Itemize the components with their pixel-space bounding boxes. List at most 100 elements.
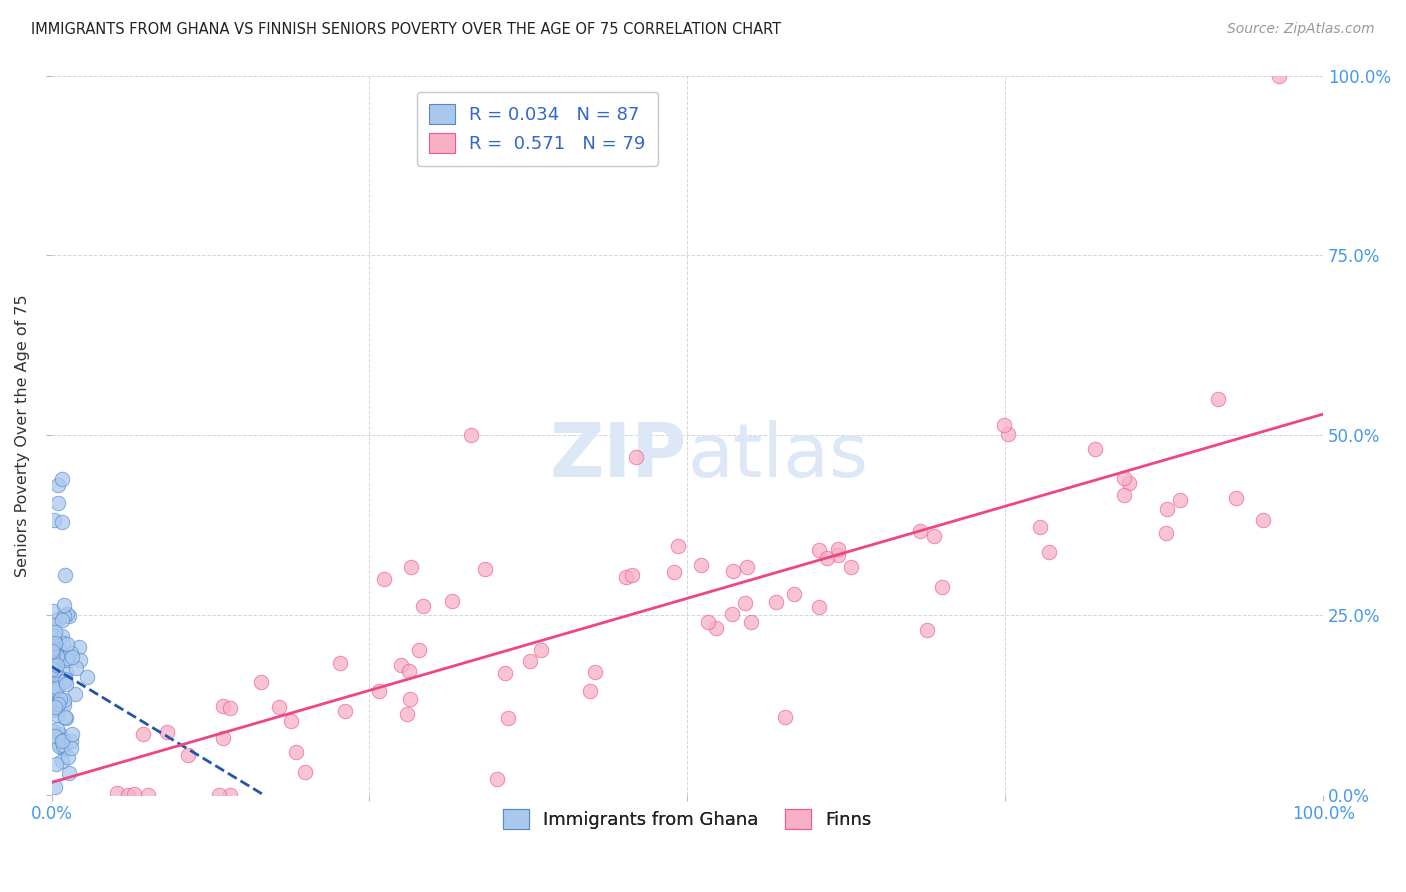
Point <box>51 733 73 747</box>
Point <box>52 739 75 753</box>
Point <box>614 570 637 584</box>
Point <box>45 675 67 690</box>
Point <box>41 651 63 665</box>
Point <box>1156 501 1178 516</box>
Point <box>399 692 422 706</box>
Point <box>219 700 242 714</box>
Point <box>177 748 200 763</box>
Point <box>53 673 76 688</box>
Point <box>45 640 67 655</box>
Text: IMMIGRANTS FROM GHANA VS FINNISH SENIORS POVERTY OVER THE AGE OF 75 CORRELATION : IMMIGRANTS FROM GHANA VS FINNISH SENIORS… <box>31 22 782 37</box>
Point <box>56 607 79 621</box>
Point <box>46 667 69 681</box>
Point <box>49 646 72 660</box>
Point <box>44 637 66 651</box>
Point <box>915 624 938 638</box>
Point <box>1112 488 1135 502</box>
Point <box>993 417 1015 432</box>
Point <box>60 646 83 660</box>
Point <box>42 693 65 707</box>
Point <box>408 643 430 657</box>
Point <box>53 709 76 723</box>
Point <box>41 644 63 658</box>
Point <box>808 599 831 614</box>
Point <box>65 661 87 675</box>
Point <box>765 595 787 609</box>
Point <box>45 681 67 695</box>
Point <box>294 764 316 779</box>
Point <box>55 665 77 680</box>
Point <box>1156 525 1178 540</box>
Point <box>51 613 73 627</box>
Point <box>51 754 73 768</box>
Point <box>56 637 79 651</box>
Point <box>329 656 352 670</box>
Point <box>55 711 77 725</box>
Point <box>44 624 66 639</box>
Point <box>42 641 65 656</box>
Point <box>664 565 686 579</box>
Point <box>52 698 75 712</box>
Point <box>208 788 231 802</box>
Legend: Immigrants from Ghana, Finns: Immigrants from Ghana, Finns <box>495 800 880 838</box>
Point <box>41 724 63 739</box>
Point <box>46 702 69 716</box>
Point <box>59 741 82 756</box>
Point <box>908 524 931 538</box>
Point <box>136 788 159 802</box>
Point <box>42 629 65 643</box>
Point <box>412 599 434 614</box>
Point <box>49 645 72 659</box>
Point <box>474 561 496 575</box>
Point <box>398 664 420 678</box>
Point <box>666 539 689 553</box>
Point <box>48 694 70 708</box>
Point <box>59 733 82 747</box>
Point <box>51 742 73 756</box>
Point <box>51 516 73 530</box>
Point <box>782 586 804 600</box>
Point <box>284 745 307 759</box>
Point <box>1225 491 1247 506</box>
Point <box>373 573 395 587</box>
Point <box>1084 442 1107 457</box>
Point <box>212 731 235 745</box>
Point <box>269 700 291 714</box>
Point <box>583 665 606 680</box>
Point <box>44 663 66 677</box>
Point <box>519 654 541 668</box>
Point <box>45 682 67 697</box>
Point <box>53 692 76 706</box>
Point <box>58 766 80 780</box>
Point <box>56 749 79 764</box>
Point <box>460 428 482 442</box>
Point <box>49 727 72 741</box>
Point <box>219 788 242 802</box>
Point <box>720 607 742 621</box>
Point <box>721 564 744 578</box>
Point <box>60 649 83 664</box>
Point <box>815 551 838 566</box>
Point <box>249 674 271 689</box>
Point <box>44 780 66 795</box>
Point <box>69 653 91 667</box>
Point <box>690 558 713 573</box>
Point <box>389 657 412 672</box>
Point <box>42 662 65 676</box>
Point <box>58 608 80 623</box>
Point <box>42 679 65 693</box>
Point <box>45 642 67 657</box>
Point <box>42 513 65 527</box>
Point <box>44 700 66 714</box>
Point <box>44 636 66 650</box>
Point <box>494 665 516 680</box>
Point <box>46 478 69 492</box>
Text: ZIP: ZIP <box>550 420 688 493</box>
Y-axis label: Seniors Poverty Over the Age of 75: Seniors Poverty Over the Age of 75 <box>15 294 30 576</box>
Point <box>52 599 75 613</box>
Point <box>1038 545 1060 559</box>
Point <box>740 615 762 629</box>
Point <box>41 645 63 659</box>
Point <box>117 788 139 802</box>
Point <box>48 739 70 753</box>
